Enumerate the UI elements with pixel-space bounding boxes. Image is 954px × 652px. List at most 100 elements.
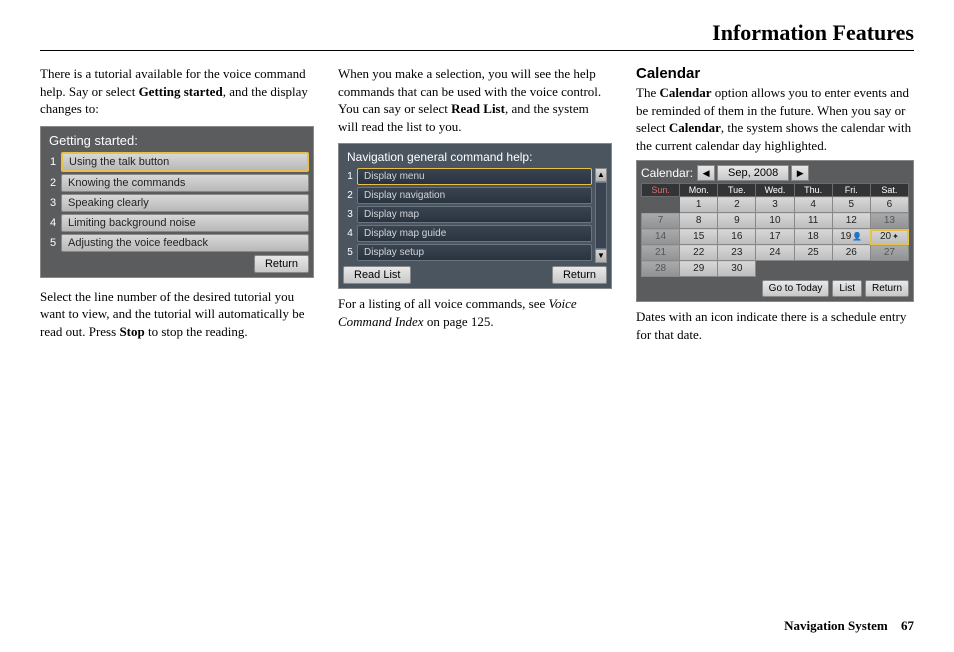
list-number: 2 <box>45 174 61 192</box>
read-list-button[interactable]: Read List <box>343 266 411 284</box>
calendar-day[interactable]: 14 <box>642 229 680 245</box>
list-button[interactable]: List <box>832 280 862 297</box>
go-to-today-button[interactable]: Go to Today <box>762 280 830 297</box>
list-item[interactable]: 2Knowing the commands <box>45 174 309 192</box>
col2-para1: When you make a selection, you will see … <box>338 65 612 135</box>
list-item-label[interactable]: Display setup <box>357 244 592 261</box>
list-item-label[interactable]: Display navigation <box>357 187 592 204</box>
list-number: 3 <box>343 206 357 223</box>
list-item-label[interactable]: Using the talk button <box>61 152 309 172</box>
calendar-day[interactable]: 17 <box>756 229 794 245</box>
next-month-button[interactable]: ▶ <box>791 165 809 181</box>
list-item-label[interactable]: Speaking clearly <box>61 194 309 212</box>
list-item[interactable]: 3Display map <box>343 206 592 223</box>
footer-label: Navigation System <box>784 618 888 633</box>
list-item[interactable]: 4Display map guide <box>343 225 592 242</box>
calendar-day[interactable]: 20✦ <box>870 229 908 245</box>
calendar-day[interactable]: 28 <box>642 261 680 277</box>
getting-started-list: 1Using the talk button2Knowing the comma… <box>45 152 309 252</box>
calendar-screenshot: Calendar: ◀ Sep, 2008 ▶ Sun.Mon.Tue.Wed.… <box>636 160 914 302</box>
list-item[interactable]: 1Using the talk button <box>45 152 309 172</box>
calendar-day[interactable]: 23 <box>718 245 756 261</box>
list-item[interactable]: 1Display menu <box>343 168 592 185</box>
calendar-month: Sep, 2008 <box>717 165 789 181</box>
calendar-dow: Sat. <box>870 184 908 197</box>
calendar-day[interactable]: 10 <box>756 213 794 229</box>
calendar-day <box>756 261 794 277</box>
return-button[interactable]: Return <box>254 255 309 273</box>
schedule-icon: 👤 <box>852 232 862 241</box>
prev-month-button[interactable]: ◀ <box>697 165 715 181</box>
text: For a listing of all voice commands, see <box>338 296 548 311</box>
list-item[interactable]: 4Limiting background noise <box>45 214 309 232</box>
column-3: Calendar The Calendar option allows you … <box>636 65 914 349</box>
scrollbar[interactable]: ▲ ▼ <box>595 168 607 263</box>
calendar-day[interactable]: 27 <box>870 245 908 261</box>
nav-help-title: Navigation general command help: <box>343 148 607 168</box>
calendar-day[interactable]: 11 <box>794 213 832 229</box>
column-2: When you make a selection, you will see … <box>338 65 612 349</box>
calendar-day[interactable]: 5 <box>832 197 870 213</box>
calendar-day <box>870 261 908 277</box>
list-item-label[interactable]: Display map <box>357 206 592 223</box>
calendar-day <box>832 261 870 277</box>
calendar-day[interactable]: 18 <box>794 229 832 245</box>
content-columns: There is a tutorial available for the vo… <box>40 65 914 349</box>
return-button[interactable]: Return <box>552 266 607 284</box>
calendar-day[interactable]: 15 <box>680 229 718 245</box>
calendar-day <box>642 197 680 213</box>
scroll-up-icon[interactable]: ▲ <box>595 168 607 182</box>
calendar-day[interactable]: 26 <box>832 245 870 261</box>
list-item[interactable]: 3Speaking clearly <box>45 194 309 212</box>
page-footer: Navigation System 67 <box>784 618 914 634</box>
schedule-icon: ✦ <box>892 232 899 241</box>
calendar-day[interactable]: 12 <box>832 213 870 229</box>
calendar-day[interactable]: 1 <box>680 197 718 213</box>
calendar-day[interactable]: 24 <box>756 245 794 261</box>
list-item[interactable]: 5Display setup <box>343 244 592 261</box>
text-bold: Calendar <box>669 120 721 135</box>
text: on page 125. <box>424 314 494 329</box>
calendar-dow: Tue. <box>718 184 756 197</box>
calendar-day[interactable]: 29 <box>680 261 718 277</box>
calendar-day[interactable]: 9 <box>718 213 756 229</box>
calendar-day[interactable]: 13 <box>870 213 908 229</box>
list-item-label[interactable]: Adjusting the voice feedback <box>61 234 309 252</box>
list-number: 3 <box>45 194 61 212</box>
calendar-day[interactable]: 22 <box>680 245 718 261</box>
col1-intro: There is a tutorial available for the vo… <box>40 65 314 118</box>
calendar-day[interactable]: 7 <box>642 213 680 229</box>
col3-para1: The Calendar option allows you to enter … <box>636 84 914 154</box>
calendar-day[interactable]: 4 <box>794 197 832 213</box>
calendar-day[interactable]: 25 <box>794 245 832 261</box>
text: to stop the reading. <box>145 324 248 339</box>
calendar-day[interactable]: 2 <box>718 197 756 213</box>
list-number: 1 <box>45 152 61 172</box>
calendar-day[interactable]: 8 <box>680 213 718 229</box>
calendar-dow: Mon. <box>680 184 718 197</box>
calendar-heading: Calendar <box>636 65 914 82</box>
scroll-down-icon[interactable]: ▼ <box>595 249 607 263</box>
calendar-day[interactable]: 30 <box>718 261 756 277</box>
list-item-label[interactable]: Display menu <box>357 168 592 185</box>
return-button[interactable]: Return <box>865 280 909 297</box>
list-item[interactable]: 5Adjusting the voice feedback <box>45 234 309 252</box>
list-item-label[interactable]: Limiting background noise <box>61 214 309 232</box>
calendar-day[interactable]: 21 <box>642 245 680 261</box>
list-item-label[interactable]: Display map guide <box>357 225 592 242</box>
page-number: 67 <box>901 618 914 633</box>
nav-help-screenshot: Navigation general command help: 1Displa… <box>338 143 612 289</box>
calendar-day <box>794 261 832 277</box>
scroll-track[interactable] <box>595 182 607 249</box>
calendar-day[interactable]: 19👤 <box>832 229 870 245</box>
col1-para2: Select the line number of the desired tu… <box>40 288 314 341</box>
calendar-day[interactable]: 6 <box>870 197 908 213</box>
list-item[interactable]: 2Display navigation <box>343 187 592 204</box>
list-number: 4 <box>343 225 357 242</box>
calendar-day[interactable]: 3 <box>756 197 794 213</box>
page-header: Information Features <box>40 20 914 51</box>
list-item-label[interactable]: Knowing the commands <box>61 174 309 192</box>
list-number: 4 <box>45 214 61 232</box>
text-bold: Read List <box>451 101 505 116</box>
calendar-day[interactable]: 16 <box>718 229 756 245</box>
